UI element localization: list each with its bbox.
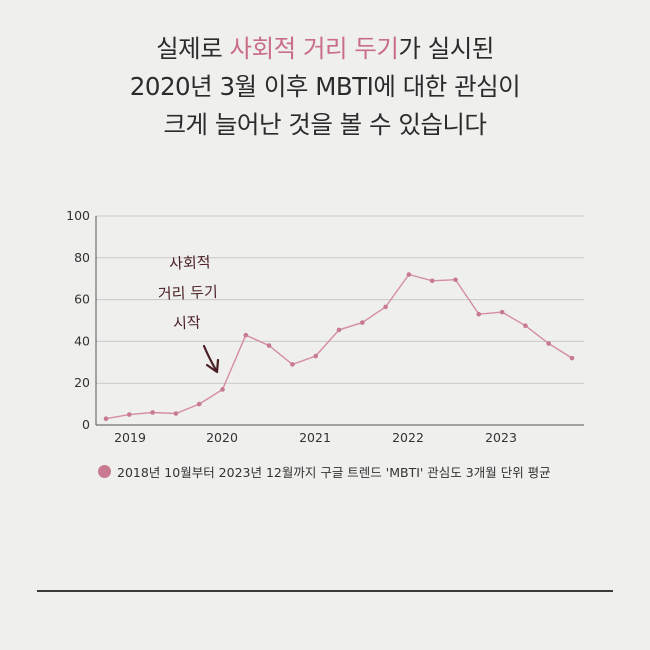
data-point xyxy=(476,311,482,317)
data-point xyxy=(313,353,319,359)
y-tick-label: 60 xyxy=(74,292,90,307)
x-tick-label: 2023 xyxy=(485,430,517,445)
data-point xyxy=(336,327,342,333)
data-point xyxy=(173,411,179,416)
x-tick-label: 2019 xyxy=(114,430,146,445)
data-point xyxy=(196,401,202,407)
annotation-text: 거리 두기 xyxy=(158,283,219,303)
arrow-head-icon xyxy=(205,358,220,374)
legend-label: 2018년 10월부터 2023년 12월까지 구글 트렌드 'MBTI' 관심… xyxy=(117,464,551,480)
y-tick-label: 0 xyxy=(82,417,90,432)
data-point xyxy=(569,355,575,361)
data-point xyxy=(150,410,155,415)
data-point xyxy=(453,277,458,283)
headline-suffix: 가 실시된 xyxy=(398,34,494,63)
headline-line-2: 2020년 3월 이후 MBTI에 대한 관심이 xyxy=(129,72,521,101)
data-point xyxy=(266,343,272,348)
divider xyxy=(37,590,613,592)
x-tick-label: 2020 xyxy=(206,430,238,445)
y-tick-label: 100 xyxy=(66,208,90,223)
headline: 실제로 사회적 거리 두기가 실시된 2020년 3월 이후 MBTI에 대한 … xyxy=(0,30,650,144)
data-point xyxy=(546,341,551,346)
y-tick-label: 20 xyxy=(74,375,90,390)
data-point xyxy=(499,309,505,315)
annotation-text: 사회적 xyxy=(169,253,211,272)
y-tick-label: 80 xyxy=(74,250,90,265)
x-tick-label: 2021 xyxy=(299,430,331,445)
data-point xyxy=(243,332,249,338)
legend: 2018년 10월부터 2023년 12월까지 구글 트렌드 'MBTI' 관심… xyxy=(98,460,551,482)
headline-line-1: 실제로 사회적 거리 두기가 실시된 xyxy=(0,30,650,68)
headline-prefix: 실제로 xyxy=(156,34,230,63)
data-point xyxy=(360,320,365,325)
data-point xyxy=(127,412,132,417)
data-point xyxy=(523,323,528,329)
x-tick-label: 2022 xyxy=(392,430,424,445)
arrow-down-right-icon xyxy=(202,344,218,372)
y-tick-label: 40 xyxy=(74,333,90,348)
data-point xyxy=(290,362,295,367)
data-point xyxy=(103,416,109,422)
data-point xyxy=(220,387,225,392)
legend-marker xyxy=(98,464,111,478)
headline-line-3: 크게 늘어난 것을 볼 수 있습니다 xyxy=(163,110,487,139)
headline-accent: 사회적 거리 두기 xyxy=(229,34,399,63)
data-point xyxy=(429,278,435,284)
annotation-text: 시작 xyxy=(173,314,201,333)
data-point xyxy=(383,304,388,310)
data-point xyxy=(406,272,412,277)
